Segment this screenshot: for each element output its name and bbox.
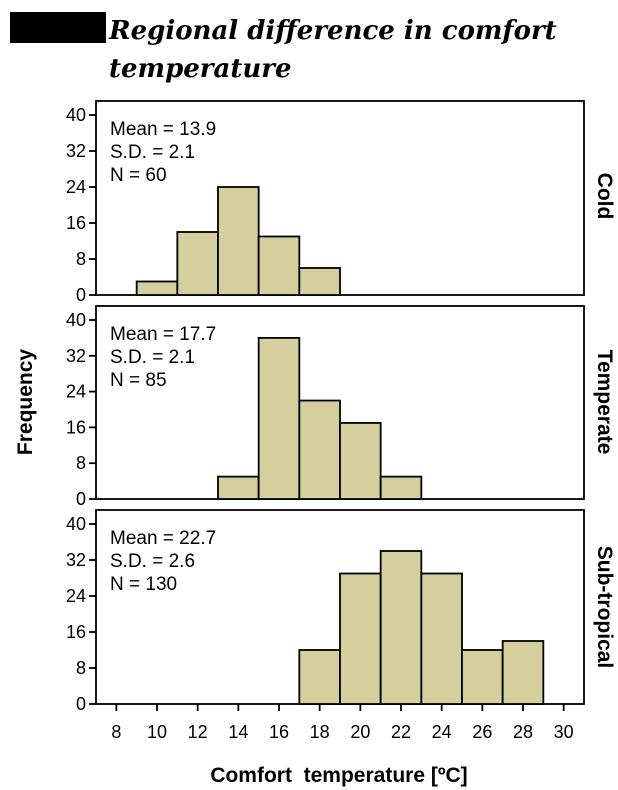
histogram-bar bbox=[298, 267, 341, 296]
y-tick-label: 16 bbox=[66, 622, 86, 642]
x-axis-label: Comfort temperature [ºC] bbox=[210, 764, 467, 787]
stats-annotation: S.D. = 2.1 bbox=[110, 142, 195, 163]
y-axis-label: Frequency bbox=[14, 349, 37, 456]
x-tick-label: 30 bbox=[554, 722, 574, 742]
y-tick-label: 24 bbox=[66, 177, 86, 197]
x-tick-label: 14 bbox=[228, 722, 248, 742]
y-tick-label: 0 bbox=[76, 285, 86, 305]
x-tick-label: 26 bbox=[472, 722, 492, 742]
histogram-bar bbox=[379, 475, 423, 500]
y-tick-label: 40 bbox=[66, 514, 86, 534]
y-tick-label: 40 bbox=[66, 105, 86, 125]
x-tick-label: 16 bbox=[269, 722, 289, 742]
histogram-bar bbox=[420, 572, 463, 705]
stats-annotation: N = 60 bbox=[110, 165, 167, 186]
stats-annotation: Mean = 17.7 bbox=[110, 324, 216, 345]
x-tick-label: 28 bbox=[513, 722, 533, 742]
histogram-bar bbox=[217, 475, 260, 500]
y-tick-label: 32 bbox=[66, 346, 86, 366]
histogram-bar bbox=[339, 422, 382, 500]
histogram-bar bbox=[176, 231, 219, 296]
x-tick-label: 8 bbox=[111, 722, 121, 742]
x-tick-label: 22 bbox=[391, 722, 411, 742]
histogram-bar bbox=[257, 235, 301, 296]
histogram-bar bbox=[298, 649, 341, 705]
x-tick-label: 24 bbox=[432, 722, 452, 742]
x-tick-label: 12 bbox=[188, 722, 208, 742]
histogram-bar bbox=[135, 280, 179, 296]
stats-annotation: Mean = 13.9 bbox=[110, 119, 216, 140]
y-tick-label: 24 bbox=[66, 586, 86, 606]
histogram-bar bbox=[379, 550, 423, 705]
stats-annotation: N = 85 bbox=[110, 370, 167, 391]
y-tick-label: 8 bbox=[76, 453, 86, 473]
stats-annotation: N = 130 bbox=[110, 574, 177, 595]
y-tick-label: 32 bbox=[66, 141, 86, 161]
x-tick-label: 18 bbox=[310, 722, 330, 742]
panel-label: Temperate bbox=[593, 350, 616, 455]
chart-title-line-2: temperature bbox=[109, 54, 291, 84]
y-tick-label: 8 bbox=[76, 658, 86, 678]
y-tick-label: 8 bbox=[76, 249, 86, 269]
y-tick-label: 24 bbox=[66, 382, 86, 402]
x-tick-label: 10 bbox=[147, 722, 167, 742]
histogram-bar bbox=[339, 572, 382, 705]
y-tick-label: 16 bbox=[66, 213, 86, 233]
y-tick-label: 40 bbox=[66, 310, 86, 330]
stats-annotation: Mean = 22.7 bbox=[110, 528, 216, 549]
histogram-bar bbox=[298, 399, 341, 500]
stats-annotation: S.D. = 2.6 bbox=[110, 551, 195, 572]
stats-annotation: S.D. = 2.1 bbox=[110, 347, 195, 368]
histogram-bar bbox=[461, 649, 504, 705]
chart-title-line-1: Regional difference in comfort bbox=[108, 16, 557, 46]
histogram-bar bbox=[217, 186, 260, 296]
y-tick-label: 16 bbox=[66, 417, 86, 437]
y-tick-label: 32 bbox=[66, 550, 86, 570]
histogram-bar bbox=[257, 336, 301, 500]
redaction-block bbox=[10, 12, 106, 43]
x-tick-label: 20 bbox=[350, 722, 370, 742]
panel-label: Cold bbox=[593, 173, 616, 220]
y-tick-label: 0 bbox=[76, 489, 86, 509]
histogram-bar bbox=[501, 640, 545, 705]
panel-label: Sub-tropical bbox=[593, 546, 616, 669]
y-tick-label: 0 bbox=[76, 694, 86, 714]
